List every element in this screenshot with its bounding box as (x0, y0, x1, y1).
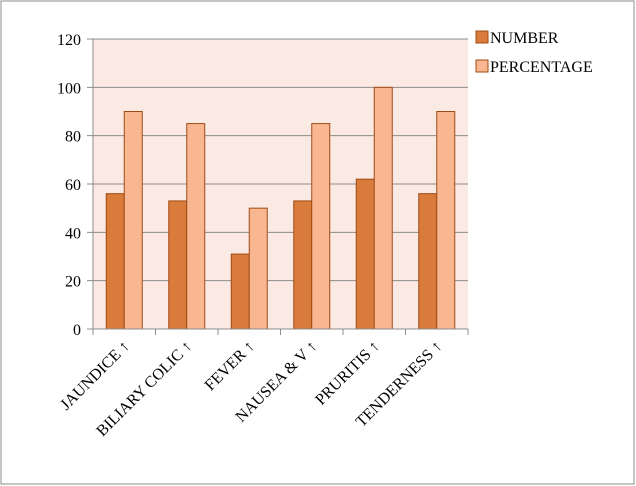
y-tick-label: 60 (65, 177, 81, 194)
bar-number-5 (418, 193, 438, 330)
bar-percentage-1 (186, 123, 206, 330)
legend-swatch-percentage (475, 59, 489, 73)
bar-number-4 (355, 178, 375, 330)
bar-number-1 (168, 200, 188, 330)
y-tick-label: 0 (73, 322, 81, 339)
y-tick-label: 20 (65, 274, 81, 291)
bar-percentage-4 (373, 86, 393, 330)
y-tick-label: 40 (65, 225, 81, 242)
legend-swatch-number (475, 30, 489, 44)
bar-percentage-3 (311, 123, 331, 330)
bar-percentage-0 (123, 111, 143, 330)
bar-number-3 (293, 200, 313, 330)
bars-group (105, 86, 456, 330)
bar-number-2 (230, 253, 250, 330)
y-tick-label: 120 (57, 32, 81, 49)
axes (92, 39, 469, 335)
y-tick-label: 100 (57, 80, 81, 97)
legend-label-percentage: PERCENTAGE (490, 59, 593, 76)
bar-number-0 (105, 193, 125, 330)
bar-percentage-5 (436, 111, 456, 330)
y-tick-label: 80 (65, 129, 81, 146)
legend: NUMBER PERCENTAGE (475, 30, 593, 76)
gridlines (87, 38, 468, 330)
bar-percentage-2 (248, 207, 268, 330)
y-tick-labels: 0 20 40 60 80 100 120 (57, 32, 81, 339)
legend-label-number: NUMBER (490, 30, 559, 47)
